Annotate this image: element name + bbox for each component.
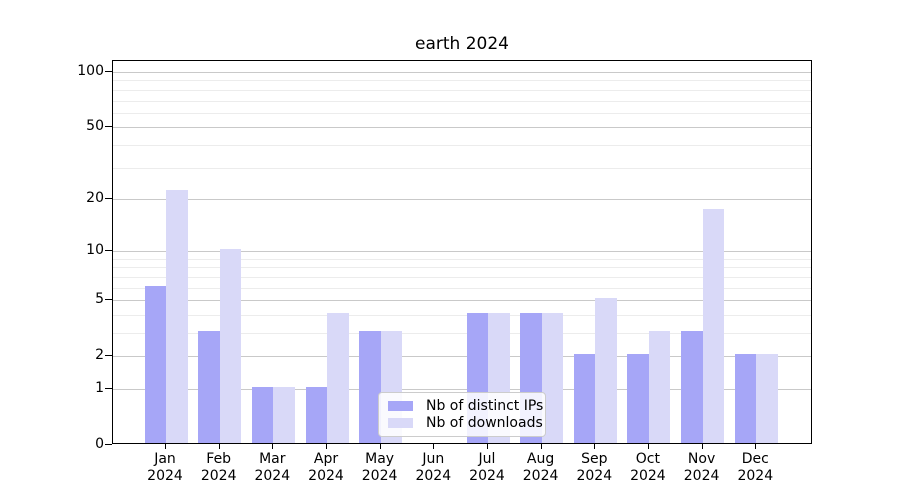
bar-downloads-aug: [541, 312, 564, 443]
x-tick-label-year: 2024: [147, 468, 183, 484]
minor-gridline: [113, 258, 811, 260]
x-tick-label-year: 2024: [737, 468, 774, 484]
plot-area: [112, 60, 812, 444]
bar-downloads-apr: [327, 312, 349, 443]
x-tick-label-year: 2024: [630, 468, 666, 484]
major-gridline: [113, 72, 811, 73]
minor-gridline: [113, 276, 811, 278]
legend-swatch-distinct-ips: [388, 400, 413, 411]
minor-gridline: [113, 167, 811, 169]
minor-gridline: [113, 333, 811, 334]
x-axis-tick: [379, 444, 381, 449]
y-tick-label-10: 10: [86, 242, 104, 259]
x-axis-tick: [594, 444, 596, 449]
major-gridline: [113, 127, 811, 129]
bar-downloads-mar: [273, 387, 295, 443]
x-tick-label-oct: Oct 2024: [616, 451, 680, 485]
x-tick-label-year: 2024: [683, 468, 720, 484]
legend-item-distinct-ips: Nb of distinct IPs: [388, 398, 543, 414]
legend-swatch-downloads: [388, 418, 413, 429]
legend-label-distinct-ips: Nb of distinct IPs: [426, 397, 544, 414]
y-axis-tick: [105, 126, 112, 128]
x-tick-label-year: 2024: [308, 468, 344, 484]
x-tick-label-jun: Jun 2024: [401, 451, 465, 485]
x-axis-tick: [487, 444, 488, 449]
major-gridline: [113, 300, 811, 302]
bar-distinct-ips-dec: [734, 354, 757, 443]
minor-gridline: [113, 100, 811, 102]
y-tick-label-0: 0: [95, 436, 104, 452]
x-axis-tick: [540, 444, 542, 449]
bar-distinct-ips-may: [359, 331, 381, 443]
x-tick-label-year: 2024: [469, 468, 505, 484]
y-axis-tick: [105, 299, 112, 301]
x-tick-label-apr: Apr 2024: [294, 451, 358, 485]
y-axis-tick: [105, 71, 112, 72]
bar-downloads-jan: [166, 189, 188, 443]
bar-distinct-ips-nov: [681, 331, 703, 443]
x-axis-tick: [433, 444, 435, 449]
major-gridline: [113, 389, 811, 390]
y-axis-tick: [105, 444, 112, 445]
y-tick-label-20: 20: [86, 189, 104, 206]
x-tick-label-jul: Jul 2024: [455, 451, 519, 485]
y-tick-label-50: 50: [86, 118, 104, 135]
bar-downloads-sep: [595, 298, 617, 443]
legend-label-downloads: Nb of downloads: [426, 415, 543, 432]
x-axis-tick: [326, 444, 327, 449]
x-axis-tick: [701, 444, 703, 449]
y-tick-label-2: 2: [95, 347, 104, 364]
y-axis-tick: [105, 388, 112, 389]
minor-gridline: [113, 267, 811, 269]
x-axis-tick: [755, 444, 757, 449]
x-tick-label-mar: Mar 2024: [240, 451, 304, 485]
bar-distinct-ips-apr: [305, 387, 327, 443]
y-axis-tick: [105, 250, 112, 252]
bar-downloads-nov: [702, 209, 725, 443]
y-tick-label-1: 1: [95, 380, 104, 396]
x-axis-tick: [272, 444, 274, 449]
minor-gridline: [113, 80, 811, 82]
x-tick-label-year: 2024: [576, 468, 613, 484]
y-axis-tick: [105, 197, 112, 199]
bar-distinct-ips-oct: [627, 354, 649, 443]
x-axis-tick: [165, 444, 166, 449]
bar-distinct-ips-feb: [198, 331, 220, 443]
bar-distinct-ips-mar: [251, 387, 274, 443]
bar-downloads-oct: [648, 331, 671, 443]
y-tick-label-100: 100: [77, 63, 104, 79]
minor-gridline: [113, 314, 811, 316]
x-tick-label-sep: Sep 2024: [562, 451, 626, 485]
minor-gridline: [113, 144, 811, 146]
x-tick-label-nov: Nov 2024: [670, 451, 734, 485]
x-tick-label-year: 2024: [254, 468, 291, 484]
x-tick-label-year: 2024: [415, 468, 452, 484]
chart-title: earth 2024: [415, 34, 509, 54]
bar-distinct-ips-jan: [144, 285, 166, 443]
x-axis-tick: [647, 444, 649, 449]
major-gridline: [113, 198, 811, 200]
x-tick-label-year: 2024: [522, 468, 559, 484]
major-gridline: [113, 251, 811, 253]
x-tick-label-dec: Dec 2024: [723, 451, 787, 485]
minor-gridline: [113, 112, 811, 114]
major-gridline: [113, 356, 811, 358]
x-tick-label-year: 2024: [361, 468, 398, 484]
x-tick-label-jan: Jan 2024: [133, 451, 197, 485]
x-axis-tick: [218, 444, 220, 449]
legend-item-downloads: Nb of downloads: [388, 415, 543, 431]
bar-downloads-feb: [219, 249, 242, 443]
x-tick-label-aug: Aug 2024: [509, 451, 573, 485]
x-tick-label-may: May 2024: [348, 451, 412, 485]
minor-gridline: [113, 287, 811, 289]
x-tick-label-feb: Feb 2024: [187, 451, 251, 485]
x-tick-label-year: 2024: [200, 468, 237, 484]
bar-distinct-ips-sep: [573, 354, 596, 443]
minor-gridline: [113, 89, 811, 91]
y-axis-tick: [105, 355, 112, 357]
legend: Nb of distinct IPs Nb of downloads: [378, 392, 546, 437]
y-tick-label-5: 5: [95, 291, 104, 308]
bar-downloads-dec: [756, 354, 778, 443]
